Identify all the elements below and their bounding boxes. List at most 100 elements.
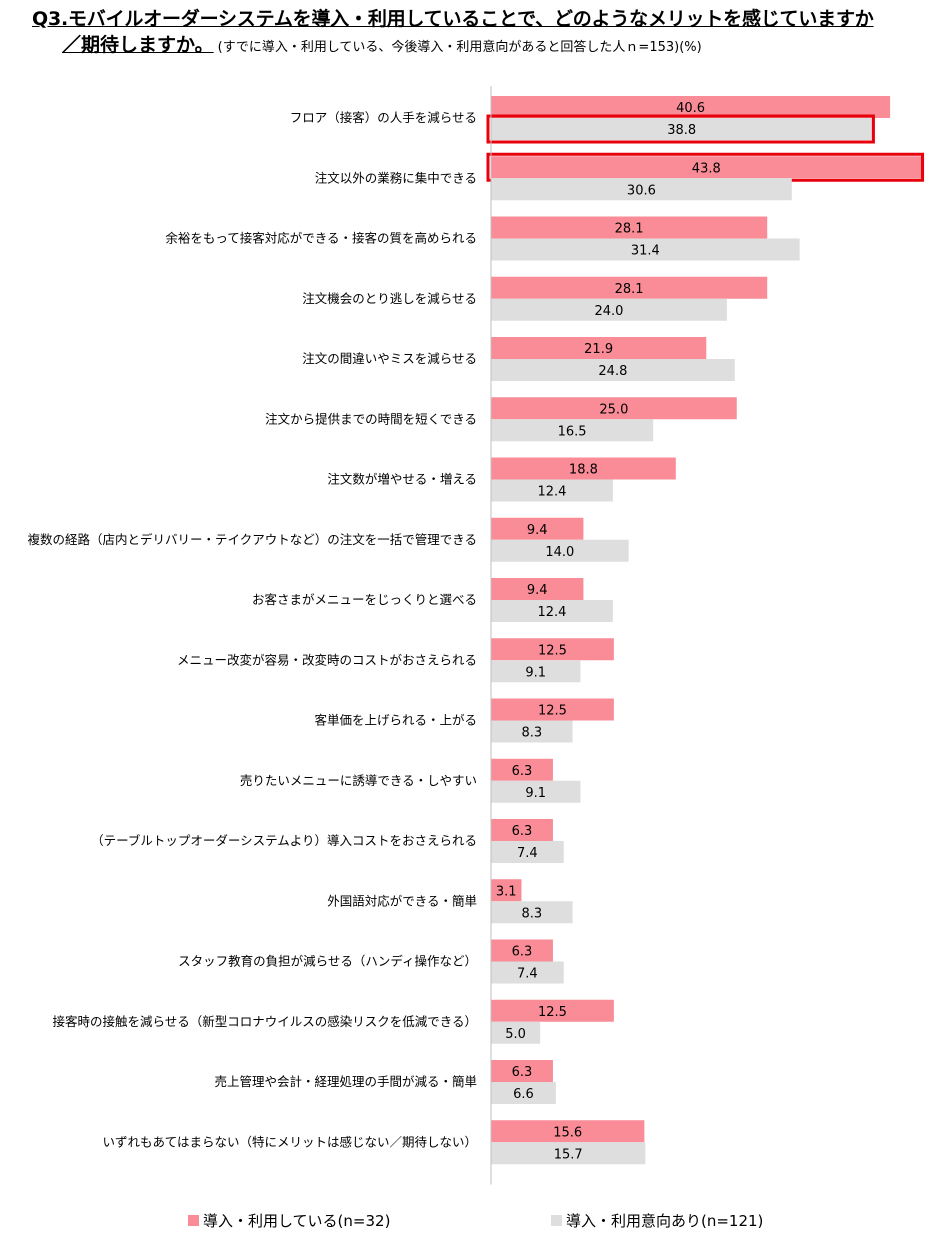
bar-series2	[491, 1142, 646, 1165]
data-label-series2: 15.7	[554, 1147, 583, 1162]
data-label-series2: 14.0	[545, 545, 574, 560]
data-label-series2: 9.1	[525, 665, 546, 680]
data-label-series1: 28.1	[615, 222, 644, 237]
bar-series1	[491, 819, 553, 841]
bar-series1	[491, 337, 707, 359]
data-label-series2: 12.4	[537, 485, 566, 500]
data-label-series1: 43.8	[692, 161, 721, 176]
bar-series1	[491, 1060, 553, 1082]
legend-item-series1: 導入・利用している(n=32)	[188, 1210, 390, 1231]
data-label-series2: 9.1	[525, 786, 546, 801]
data-label-series1: 40.6	[676, 101, 705, 116]
data-label-series2: 16.5	[558, 424, 587, 439]
category-label: 注文機会のとり逃しを減らせる	[302, 291, 477, 306]
data-label-series1: 9.4	[527, 523, 548, 538]
data-label-series1: 9.4	[527, 583, 548, 598]
data-label-series2: 31.4	[631, 244, 660, 259]
bar-series2	[491, 600, 613, 622]
bar-series2	[491, 298, 727, 321]
bar-series2	[491, 780, 581, 803]
data-label-series1: 18.8	[569, 463, 598, 478]
bar-series2	[491, 479, 613, 502]
bar-series1	[491, 638, 614, 661]
chart-title-block: Q3.モバイルオーダーシステムを導入・利用していることで、どのようなメリットを感…	[32, 6, 932, 61]
bar-series2	[491, 178, 792, 201]
data-label-series1: 12.5	[538, 643, 567, 658]
data-label-series2: 30.6	[627, 183, 656, 198]
data-label-series2: 12.4	[537, 605, 566, 620]
bar-series1	[491, 397, 737, 420]
bar-series2	[491, 419, 654, 442]
highlight-box	[486, 114, 875, 144]
data-label-series2: 5.0	[505, 1027, 526, 1042]
data-label-series1: 15.6	[553, 1125, 582, 1140]
bar-series1	[491, 698, 614, 721]
data-label-series1: 21.9	[584, 342, 613, 357]
bar-chart: フロア（接客）の人手を減らせる 40.6 38.8 注文以外の業務に集中できる 43.8…	[27, 86, 925, 1185]
category-label: 複数の経路（店内とデリバリー・テイクアウトなど）の注文を一括で管理できる	[27, 532, 477, 547]
category-label: メニュー改変が容易・改変時のコストがおさえられる	[177, 652, 477, 667]
category-label: 客単価を上げられる・上がる	[314, 713, 477, 728]
data-label-series1: 6.3	[512, 1065, 533, 1080]
category-label: スタッフ教育の負担が減らせる（ハンディ操作など）	[178, 954, 477, 969]
data-label-series2: 24.0	[594, 304, 623, 319]
data-label-series2: 24.8	[598, 364, 627, 379]
bar-series2	[491, 238, 800, 261]
chart-title-line2: ／期待しますか。	[62, 34, 214, 56]
data-label-series1: 6.3	[512, 824, 533, 839]
chart-title-line2-row: ／期待しますか。 (すでに導入・利用している、今後導入・利用意向があると回答した人…	[32, 32, 932, 61]
chart-legend: 導入・利用している(n=32) 導入・利用意向あり(n=121)	[0, 1210, 941, 1232]
category-label: お客さまがメニューをじっくりと選べる	[252, 592, 477, 607]
data-label-series2: 6.6	[513, 1087, 534, 1102]
legend-label-series1: 導入・利用している(n=32)	[203, 1212, 391, 1230]
bar-series2	[491, 901, 573, 924]
bar-series1	[491, 1120, 645, 1143]
category-label: 注文数が増やせる・増える	[327, 472, 477, 487]
bar-series1	[491, 276, 768, 299]
data-label-series1: 28.1	[615, 282, 644, 297]
bar-series1	[491, 457, 676, 480]
data-label-series2: 8.3	[521, 906, 542, 921]
bar-series2	[491, 1021, 541, 1044]
bar-series1	[491, 879, 522, 902]
bar-series1	[491, 96, 891, 118]
bar-series1	[491, 216, 768, 239]
legend-swatch-series2	[551, 1215, 562, 1226]
data-label-series1: 6.3	[512, 945, 533, 960]
data-label-series2: 8.3	[521, 726, 542, 741]
bar-series2	[491, 961, 564, 984]
category-label: 売上管理や会計・経理処理の手間が減る・簡単	[214, 1074, 477, 1089]
bar-series1	[491, 758, 553, 781]
category-label: 注文の間違いやミスを減らせる	[302, 351, 477, 366]
data-label-series1: 12.5	[538, 1005, 567, 1020]
category-label: （テーブルトップオーダーシステムより）導入コストをおさえられる	[91, 833, 477, 848]
category-label: いずれもあてはまらない（特にメリットは感じない／期待しない）	[102, 1134, 477, 1149]
bar-series1	[491, 999, 614, 1022]
bar-series2	[491, 539, 629, 562]
bar-series2	[491, 1082, 556, 1104]
category-label: 外国語対応ができる・簡単	[327, 893, 477, 908]
legend-item-series2: 導入・利用意向あり(n=121)	[551, 1210, 763, 1231]
legend-label-series2: 導入・利用意向あり(n=121)	[566, 1212, 764, 1230]
bar-series1	[491, 156, 922, 179]
data-label-series1: 3.1	[496, 884, 517, 899]
data-label-series2: 38.8	[667, 123, 696, 138]
chart-sample-note: (すでに導入・利用している、今後導入・利用意向があると回答した人ｎ=153)(%…	[217, 40, 702, 55]
category-label: 注文から提供までの時間を短くできる	[265, 411, 477, 426]
category-label: 余裕をもって接客対応ができる・接客の質を高められる	[165, 231, 477, 246]
chart-title-line1: Q3.モバイルオーダーシステムを導入・利用していることで、どのようなメリットを感…	[32, 8, 874, 30]
data-label-series1: 12.5	[538, 704, 567, 719]
bar-series2	[491, 660, 581, 683]
bar-series1	[491, 578, 584, 600]
category-label: フロア（接客）の人手を減らせる	[290, 110, 477, 125]
category-label: 売りたいメニューに誘導できる・しやすい	[240, 773, 477, 788]
legend-swatch-series1	[188, 1215, 199, 1226]
data-label-series1: 6.3	[512, 764, 533, 779]
data-label-series2: 7.4	[517, 846, 538, 861]
bar-series2	[491, 359, 735, 381]
data-label-series2: 7.4	[517, 967, 538, 982]
data-label-series1: 25.0	[599, 402, 628, 417]
bar-series1	[491, 517, 584, 540]
bar-series2	[491, 118, 873, 140]
bar-series2	[491, 841, 564, 863]
